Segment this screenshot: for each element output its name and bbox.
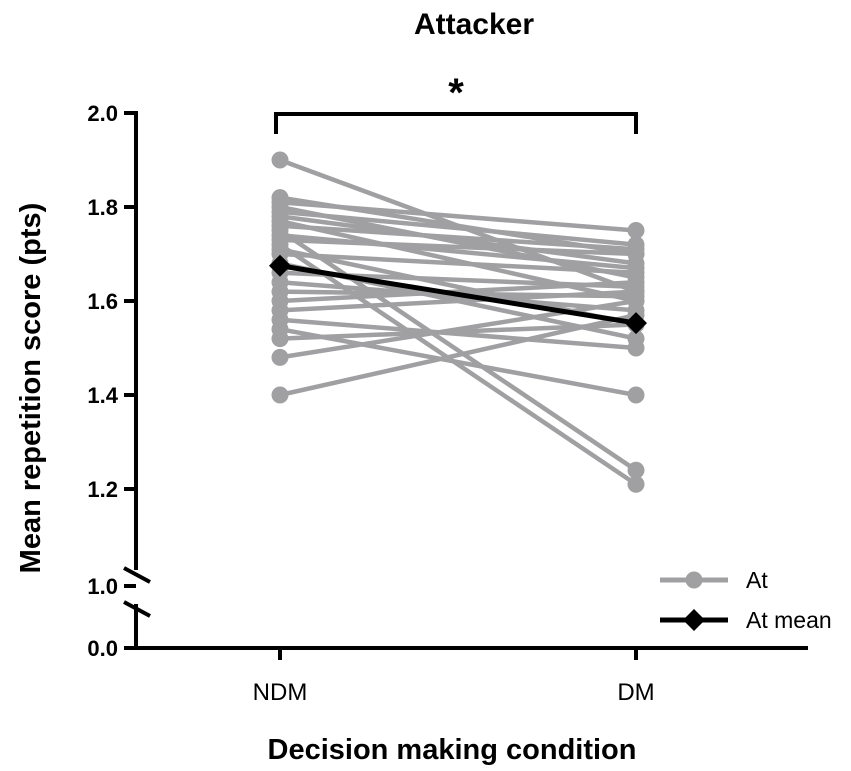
- subject-segment: [279, 251, 637, 276]
- subject-segment: [279, 237, 637, 257]
- x-axis-categories: NDM DM: [253, 648, 655, 706]
- subject-segment: [279, 218, 637, 304]
- subject-point-dm: [627, 339, 645, 357]
- subject-segment: [279, 223, 637, 252]
- subject-segment: [278, 228, 638, 473]
- subject-segment: [278, 242, 638, 487]
- subject-segment: [279, 209, 637, 247]
- mean-series: [269, 254, 647, 335]
- subject-segment: [279, 312, 637, 398]
- subject-line-24: [271, 292, 645, 366]
- mean-point-dm: [625, 312, 647, 335]
- significance-bracket: *: [274, 71, 638, 134]
- subject-point-dm: [627, 461, 645, 479]
- subject-line-9: [271, 222, 645, 479]
- legend-label-individual: At: [746, 567, 768, 593]
- axis-break-mark-upper: [123, 566, 151, 584]
- legend: At At mean: [660, 567, 832, 633]
- subject-point-ndm: [271, 330, 289, 348]
- subject-segment: [279, 279, 637, 304]
- subject-segment: [279, 289, 637, 313]
- subject-point-ndm: [271, 348, 289, 366]
- y-tick-label: 1.0: [87, 574, 118, 599]
- subject-segment: [279, 317, 637, 351]
- significance-marker: *: [448, 71, 464, 115]
- x-axis-title: Decision making condition: [268, 734, 637, 766]
- y-tick-label: 0.0: [87, 636, 118, 661]
- subject-point-dm: [627, 245, 645, 263]
- legend-label-mean: At mean: [746, 607, 832, 633]
- y-tick-label: 1.2: [87, 477, 118, 502]
- axes: [123, 111, 808, 650]
- y-tick-label: 1.6: [87, 289, 118, 314]
- legend-item-mean: At mean: [660, 607, 832, 633]
- subject-point-dm: [627, 386, 645, 404]
- y-axis-ticks: 1.2 1.4 1.6 1.8 2.0 0.0 1.0: [87, 101, 136, 661]
- subject-segment: [279, 214, 637, 266]
- subject-point-ndm: [271, 151, 289, 169]
- y-tick-label: 2.0: [87, 101, 118, 126]
- y-axis-title: Mean repetition score (pts): [15, 203, 47, 574]
- y-tick-label: 1.8: [87, 195, 118, 220]
- mean-point-ndm: [269, 254, 291, 277]
- axis-break-mark-lower: [123, 600, 151, 618]
- subject-segment: [279, 326, 637, 398]
- subject-segment: [279, 200, 637, 233]
- mean-segment: [279, 263, 637, 326]
- subject-point-dm: [627, 222, 645, 239]
- x-tick-label-dm: DM: [617, 679, 654, 706]
- subject-point-dm: [627, 475, 645, 493]
- individual-series: [271, 151, 645, 493]
- subject-point-ndm: [271, 386, 289, 404]
- subject-point-dm: [627, 292, 645, 310]
- subject-segment: [279, 298, 637, 360]
- chart-title: Attacker: [414, 8, 534, 41]
- subject-line-25: [271, 306, 645, 404]
- legend-item-individual: At: [660, 567, 768, 593]
- y-tick-label: 1.4: [87, 383, 118, 408]
- x-tick-label-ndm: NDM: [253, 679, 308, 706]
